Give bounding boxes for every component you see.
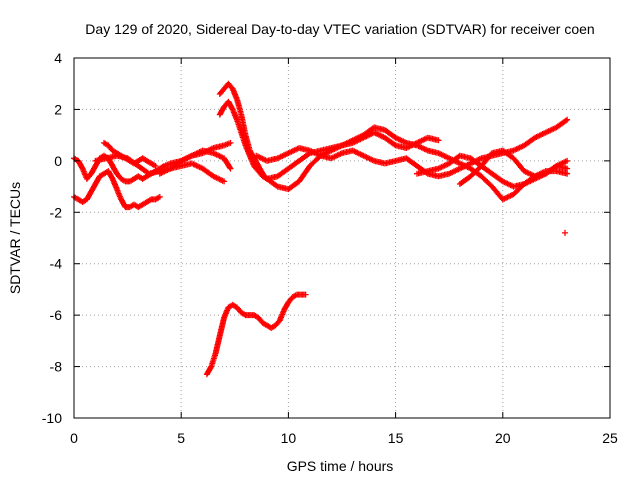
x-tick-label: 20 [495, 430, 511, 446]
series-outlier [562, 229, 568, 236]
x-tick-label: 10 [281, 430, 297, 446]
x-tick-label: 25 [602, 430, 618, 446]
y-tick-label: -8 [50, 359, 63, 375]
data-point-marker [156, 147, 234, 177]
y-tick-label: 4 [54, 50, 62, 66]
series-trace-k [203, 291, 309, 378]
series-trace-e [156, 147, 234, 177]
data-point-marker [203, 291, 309, 378]
data-point-marker [562, 229, 568, 236]
data-markers [71, 80, 571, 378]
x-tick-label: 5 [177, 430, 185, 446]
plot-frame [73, 57, 611, 419]
y-tick-label: -10 [42, 410, 62, 426]
axis-ticks: 0 5 10 15 20 25 -10 -8 -6 -4 -2 0 2 4 [42, 50, 618, 446]
chart-title: Day 129 of 2020, Sidereal Day-to-day VTE… [85, 21, 594, 37]
y-tick-label: -6 [50, 307, 63, 323]
y-tick-label: -2 [50, 204, 63, 220]
y-axis-label: SDTVAR / TECUs [7, 182, 23, 294]
series-trace-j [456, 147, 571, 187]
y-tick-label: -4 [50, 256, 63, 272]
y-tick-label: 2 [54, 101, 62, 117]
x-tick-label: 0 [70, 430, 78, 446]
x-tick-label: 15 [388, 430, 404, 446]
x-axis-label: GPS time / hours [287, 458, 394, 474]
data-point-marker [456, 147, 571, 187]
grid-lines [74, 58, 610, 418]
y-tick-label: 0 [54, 153, 62, 169]
